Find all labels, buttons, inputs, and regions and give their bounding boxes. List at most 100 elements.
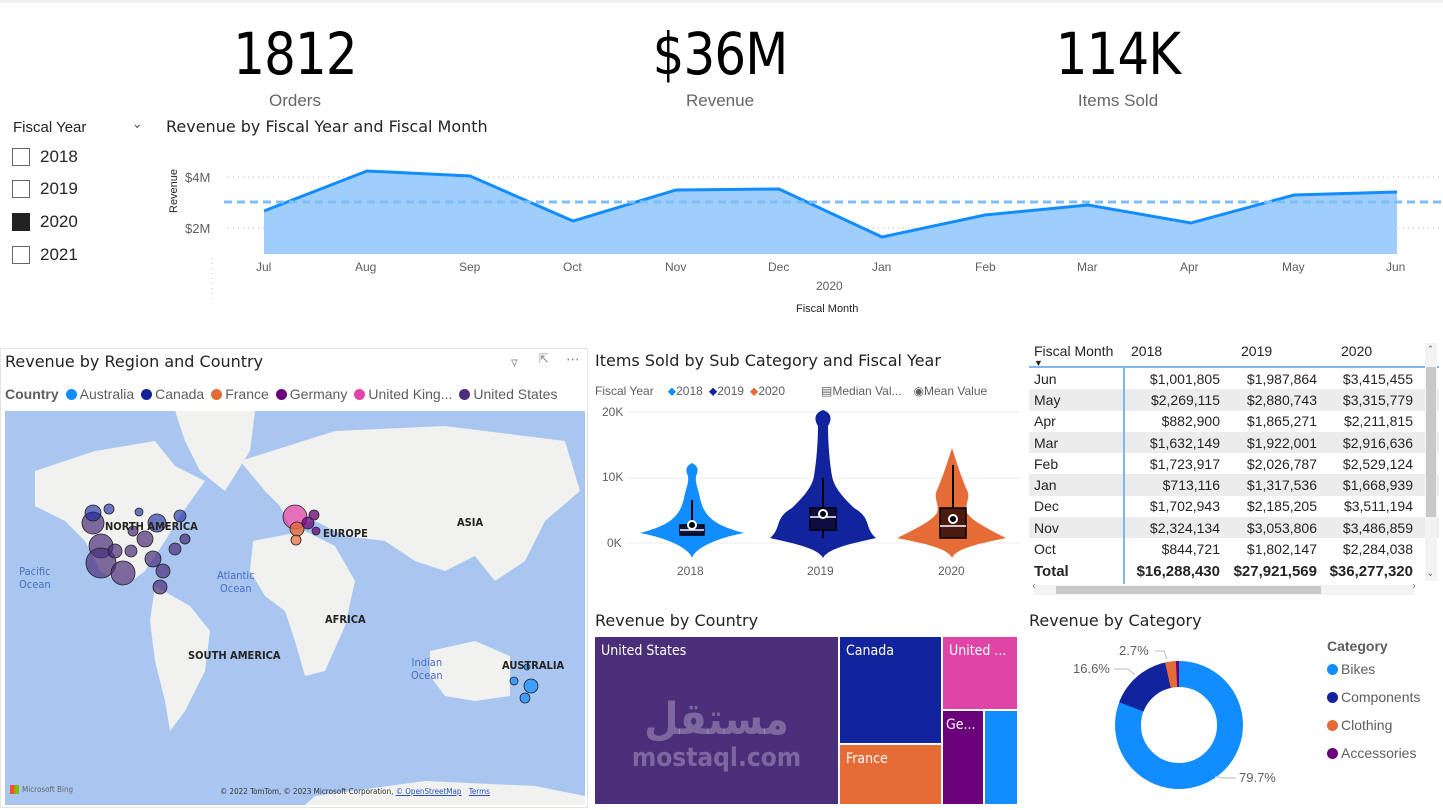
legend-item-united-states[interactable]: United States [459,386,557,402]
legend-2020[interactable]: ⬥2020 [749,384,786,398]
table-row[interactable]: Apr $882,900 $1,865,271 $2,211,815 [1029,410,1439,432]
legend-item-canada[interactable]: Canada [141,386,204,402]
x-tick: Sep [459,260,481,274]
legend-item-united-kingdom[interactable]: United King... [354,386,452,402]
scroll-down-icon[interactable]: ⌄ [1427,569,1434,579]
focus-mode-icon[interactable]: ⇱ [539,352,549,367]
circle-icon [1327,748,1338,759]
vertical-scrollbar[interactable]: ⌃ ⌄ [1425,343,1437,581]
checkbox-2020[interactable] [12,213,30,231]
slicer-item-2021[interactable]: 2021 [12,245,78,265]
items-sold-violin-chart[interactable]: Items Sold by Sub Category and Fiscal Ye… [592,348,1020,588]
revenue-by-category-donut[interactable]: Revenue by Category 2.7% 16.6% 79.7% Cat… [1025,608,1443,808]
treemap-tile-australia[interactable] [985,711,1017,804]
row-value: $1,802,147 [1246,541,1317,558]
scroll-up-icon[interactable]: ⌃ [1427,345,1434,355]
table-row[interactable]: Dec $1,702,943 $2,185,205 $3,511,194 [1029,495,1439,518]
column-header-2019[interactable]: 2019 [1241,343,1273,359]
row-value: $1,723,917 [1149,455,1220,472]
world-map-shapes [35,411,585,805]
legend-mean: ◉Mean Value [913,384,988,398]
bing-logo: Microsoft Bing [10,785,73,794]
table-row[interactable]: Nov $2,324,134 $3,053,806 $3,486,859 [1029,517,1439,539]
row-value: $3,315,779 [1342,391,1413,408]
row-value: $882,900 [1161,413,1220,430]
scrollbar-thumb[interactable] [1056,585,1321,594]
row-value: $3,486,859 [1342,519,1413,536]
slicer-item-2018[interactable]: 2018 [12,147,78,167]
table-row[interactable]: Feb $1,723,917 $2,026,787 $2,529,124 [1029,453,1439,475]
checkbox-2019[interactable] [12,180,30,198]
more-options-icon[interactable]: ⋯ [566,350,580,368]
slicer-item-2019[interactable]: 2019 [12,179,78,199]
row-value: $1,632,149 [1149,434,1220,451]
scroll-right-icon[interactable]: › [1412,580,1416,592]
column-header-fiscal-month[interactable]: Fiscal Month ▼ [1034,343,1114,368]
violin-plot [627,410,1020,558]
openstreetmap-link[interactable]: © OpenStreetMap [395,787,462,796]
y-tick-0k: 0K [607,536,622,550]
revenue-line-chart[interactable]: Revenue by Fiscal Year and Fiscal Month … [160,115,1443,325]
legend-item-clothing[interactable]: Clothing [1327,717,1420,733]
circle-icon [65,389,77,400]
top-border [0,0,1443,3]
treemap-title: Revenue by Country [595,611,759,630]
legend-item-bikes[interactable]: Bikes [1327,661,1420,677]
label-north-america: NORTH AMERICA [105,520,198,533]
legend-item-components[interactable]: Components [1327,689,1420,705]
scrollbar-thumb[interactable] [1426,367,1436,517]
violin-title: Items Sold by Sub Category and Fiscal Ye… [595,351,941,370]
terms-link[interactable]: Terms [468,787,490,796]
row-month: Jan [1029,474,1125,496]
revenue-treemap[interactable]: Revenue by Country United States مستقل m… [592,608,1020,808]
map-canvas[interactable]: NORTH AMERICA EUROPE ASIA AFRICA SOUTH A… [5,411,585,805]
legend-item-accessories[interactable]: Accessories [1327,745,1420,761]
row-value: $1,987,864 [1246,370,1317,387]
table-row[interactable]: Jan $713,116 $1,317,536 $1,668,939 [1029,474,1439,496]
column-header-2018[interactable]: 2018 [1131,343,1163,359]
donut-legend: Category Bikes Components Clothing Acces… [1327,638,1421,761]
kpi-items-sold-card: 114K Items Sold [988,22,1248,111]
table-body: Jun $1,001,805 $1,987,864 $3,415,455 May $2,2… [1029,368,1439,560]
table-row[interactable]: Oct $844,721 $1,802,147 $2,284,038 [1029,538,1439,560]
legend-2018[interactable]: ⬥2018 [667,384,703,398]
slicer-item-label: 2018 [40,147,78,166]
treemap-tile-united-kingdom[interactable]: United ... [943,637,1017,709]
circle-icon [1327,720,1338,731]
table-row[interactable]: Jun $1,001,805 $1,987,864 $3,415,455 [1029,368,1439,390]
drop-icon: ⬥ [749,384,759,398]
row-value: $2,324,134 [1149,519,1220,536]
x-tick: Mar [1077,260,1098,274]
legend-item-france[interactable]: France [211,386,269,402]
horizontal-scrollbar[interactable]: ‹ › [1032,581,1416,595]
treemap-tile-france[interactable]: France [840,745,941,804]
treemap-tile-germany[interactable]: Ge... [943,711,983,804]
revenue-matrix-table[interactable]: Fiscal Month ▼ 2018 2019 2020 Jun $1,001,… [1029,338,1439,595]
donut-title: Revenue by Category [1029,611,1202,630]
filter-icon[interactable]: ▿ [511,353,518,371]
circle-icon [1327,692,1338,703]
treemap-tile-canada[interactable]: Canada [840,637,941,743]
treemap-tile-united-states[interactable]: United States مستقل mostaql.com [595,637,838,804]
checkbox-2018[interactable] [12,148,30,166]
checkbox-2021[interactable] [12,246,30,264]
row-value: $2,211,815 [1343,413,1413,430]
column-header-2020[interactable]: 2020 [1341,343,1373,359]
line-chart-title: Revenue by Fiscal Year and Fiscal Month [166,117,488,136]
table-row[interactable]: May $2,269,115 $2,880,743 $3,315,779 [1029,389,1439,411]
kpi-orders-value: 1812 [233,20,357,88]
legend-item-australia[interactable]: Australia [65,386,134,402]
legend-2019[interactable]: ⬥2019 [708,384,744,398]
median-box-icon: ▤ [821,384,833,398]
y-tick-20k: 20K [602,405,624,419]
table-row[interactable]: Mar $1,632,149 $1,922,001 $2,916,636 [1029,431,1439,454]
revenue-map-visual[interactable]: Revenue by Region and Country ▿ ⇱ ⋯ Coun… [0,348,588,808]
row-value: $3,415,455 [1342,370,1413,387]
row-value: $1,668,939 [1342,477,1413,494]
circle-icon [275,389,287,400]
slicer-item-2020[interactable]: 2020 [12,212,78,232]
chevron-down-icon[interactable]: ⌄ [132,116,143,132]
slicer-title: Fiscal Year [13,119,87,136]
scroll-left-icon[interactable]: ‹ [1032,580,1036,592]
legend-item-germany[interactable]: Germany [275,386,347,402]
